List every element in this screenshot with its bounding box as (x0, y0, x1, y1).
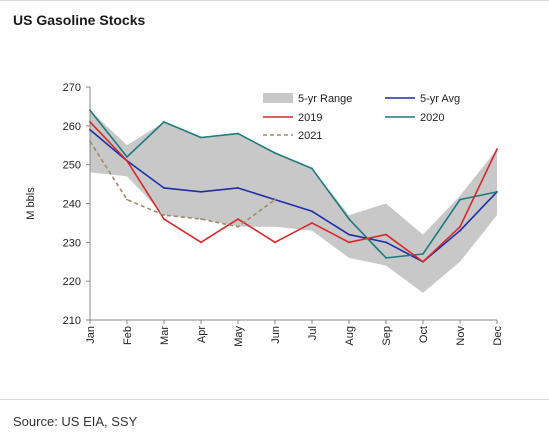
x-tick-label: Oct (418, 326, 430, 343)
x-tick-label: Mar (159, 326, 171, 345)
data-point-5-yr-avg (348, 233, 350, 236)
data-point-2021 (237, 225, 239, 228)
data-point-5-yr-avg (89, 128, 91, 131)
chart-title: US Gasoline Stocks (13, 12, 146, 28)
y-tick-label: 250 (63, 160, 81, 172)
data-point-2019 (163, 218, 165, 220)
data-point-2019 (89, 121, 91, 123)
x-tick-label: Nov (455, 326, 467, 346)
data-point-2020 (163, 121, 165, 123)
legend-swatch-5-yr-range (263, 93, 293, 103)
data-point-2019 (385, 233, 387, 236)
x-tick-label: Jul (307, 326, 319, 340)
series-line-2019 (89, 121, 498, 263)
data-point-2021 (126, 198, 128, 201)
data-point-5-yr-avg (311, 210, 313, 213)
source-note: Source: US EIA, SSY (13, 414, 138, 429)
x-tick-label: Jun (270, 326, 282, 344)
x-tick-label: May (233, 326, 245, 347)
data-point-2020 (496, 190, 498, 193)
data-point-5-yr-avg (459, 229, 461, 232)
legend-label-5-yr-range: 5-yr Range (298, 93, 352, 105)
data-point-5-yr-avg (200, 190, 202, 193)
x-tick-label: Sep (381, 326, 393, 346)
data-point-2021 (200, 218, 202, 220)
data-point-2020 (89, 109, 91, 112)
data-point-2020 (459, 198, 461, 201)
data-point-2020 (385, 256, 387, 259)
data-point-2019 (237, 218, 239, 220)
data-point-2020 (237, 132, 239, 135)
data-point-5-yr-avg (385, 241, 387, 244)
data-point-2019 (496, 148, 498, 151)
top-divider (0, 0, 549, 1)
data-point-2019 (459, 225, 461, 228)
legend-label-2020: 2020 (420, 112, 444, 124)
data-point-2021 (89, 140, 91, 143)
y-tick-label: 270 (63, 82, 81, 94)
y-tick-label: 220 (63, 276, 81, 288)
legend-label-2019: 2019 (298, 112, 322, 124)
data-point-2021 (274, 198, 276, 201)
y-tick-label: 260 (63, 121, 81, 133)
y-tick-label: 240 (63, 199, 81, 211)
legend-label-2021: 2021 (298, 130, 322, 142)
data-point-2019 (274, 241, 276, 244)
data-point-5-yr-avg (237, 187, 239, 189)
data-point-2020 (311, 167, 313, 170)
bottom-divider (0, 399, 549, 400)
series-line-2020 (89, 109, 498, 259)
series-line-2021 (89, 140, 276, 228)
legend-label-5-yr-avg: 5-yr Avg (420, 93, 460, 105)
data-point-2020 (200, 136, 202, 139)
data-point-2020 (274, 152, 276, 154)
data-point-2019 (348, 241, 350, 244)
x-tick-label: Aug (344, 326, 356, 346)
x-tick-label: Feb (122, 326, 134, 345)
data-point-2020 (348, 218, 350, 220)
data-point-2019 (126, 159, 128, 162)
data-point-2020 (422, 253, 424, 255)
y-axis-title: M bbls (25, 187, 37, 220)
data-point-2019 (200, 241, 202, 244)
data-point-2021 (163, 214, 165, 217)
x-tick-label: Dec (492, 326, 504, 346)
data-point-2019 (311, 222, 313, 224)
x-tick-label: Apr (196, 326, 208, 343)
data-point-2020 (126, 156, 128, 158)
data-point-2019 (422, 260, 424, 263)
x-tick-label: Jan (85, 326, 97, 344)
y-tick-label: 210 (63, 315, 81, 327)
data-point-5-yr-avg (163, 187, 165, 189)
y-tick-label: 230 (63, 237, 81, 249)
range-band (90, 110, 497, 293)
